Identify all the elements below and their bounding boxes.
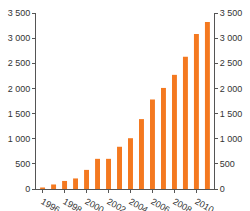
svg-text:1 500: 1 500 [8, 109, 31, 119]
svg-text:500: 500 [220, 159, 235, 169]
svg-text:1998: 1998 [61, 196, 83, 211]
svg-text:2004: 2004 [127, 196, 149, 211]
svg-text:500: 500 [15, 159, 30, 169]
svg-text:3 000: 3 000 [220, 33, 243, 43]
svg-text:2 000: 2 000 [8, 84, 31, 94]
svg-text:1996: 1996 [39, 196, 61, 211]
svg-text:2008: 2008 [171, 196, 193, 211]
svg-text:2 500: 2 500 [8, 58, 31, 68]
svg-text:2000: 2000 [83, 196, 105, 211]
svg-text:2010: 2010 [193, 196, 215, 211]
svg-text:1 000: 1 000 [8, 134, 31, 144]
svg-text:0: 0 [220, 184, 225, 194]
svg-text:0: 0 [25, 184, 30, 194]
svg-text:1 000: 1 000 [220, 134, 243, 144]
svg-text:3 500: 3 500 [8, 8, 31, 18]
svg-text:2 500: 2 500 [220, 58, 243, 68]
svg-text:2 000: 2 000 [220, 84, 243, 94]
svg-text:1 500: 1 500 [220, 109, 243, 119]
svg-text:2006: 2006 [149, 196, 171, 211]
svg-text:2002: 2002 [105, 196, 127, 211]
svg-text:3 500: 3 500 [220, 8, 243, 18]
svg-text:3 000: 3 000 [8, 33, 31, 43]
